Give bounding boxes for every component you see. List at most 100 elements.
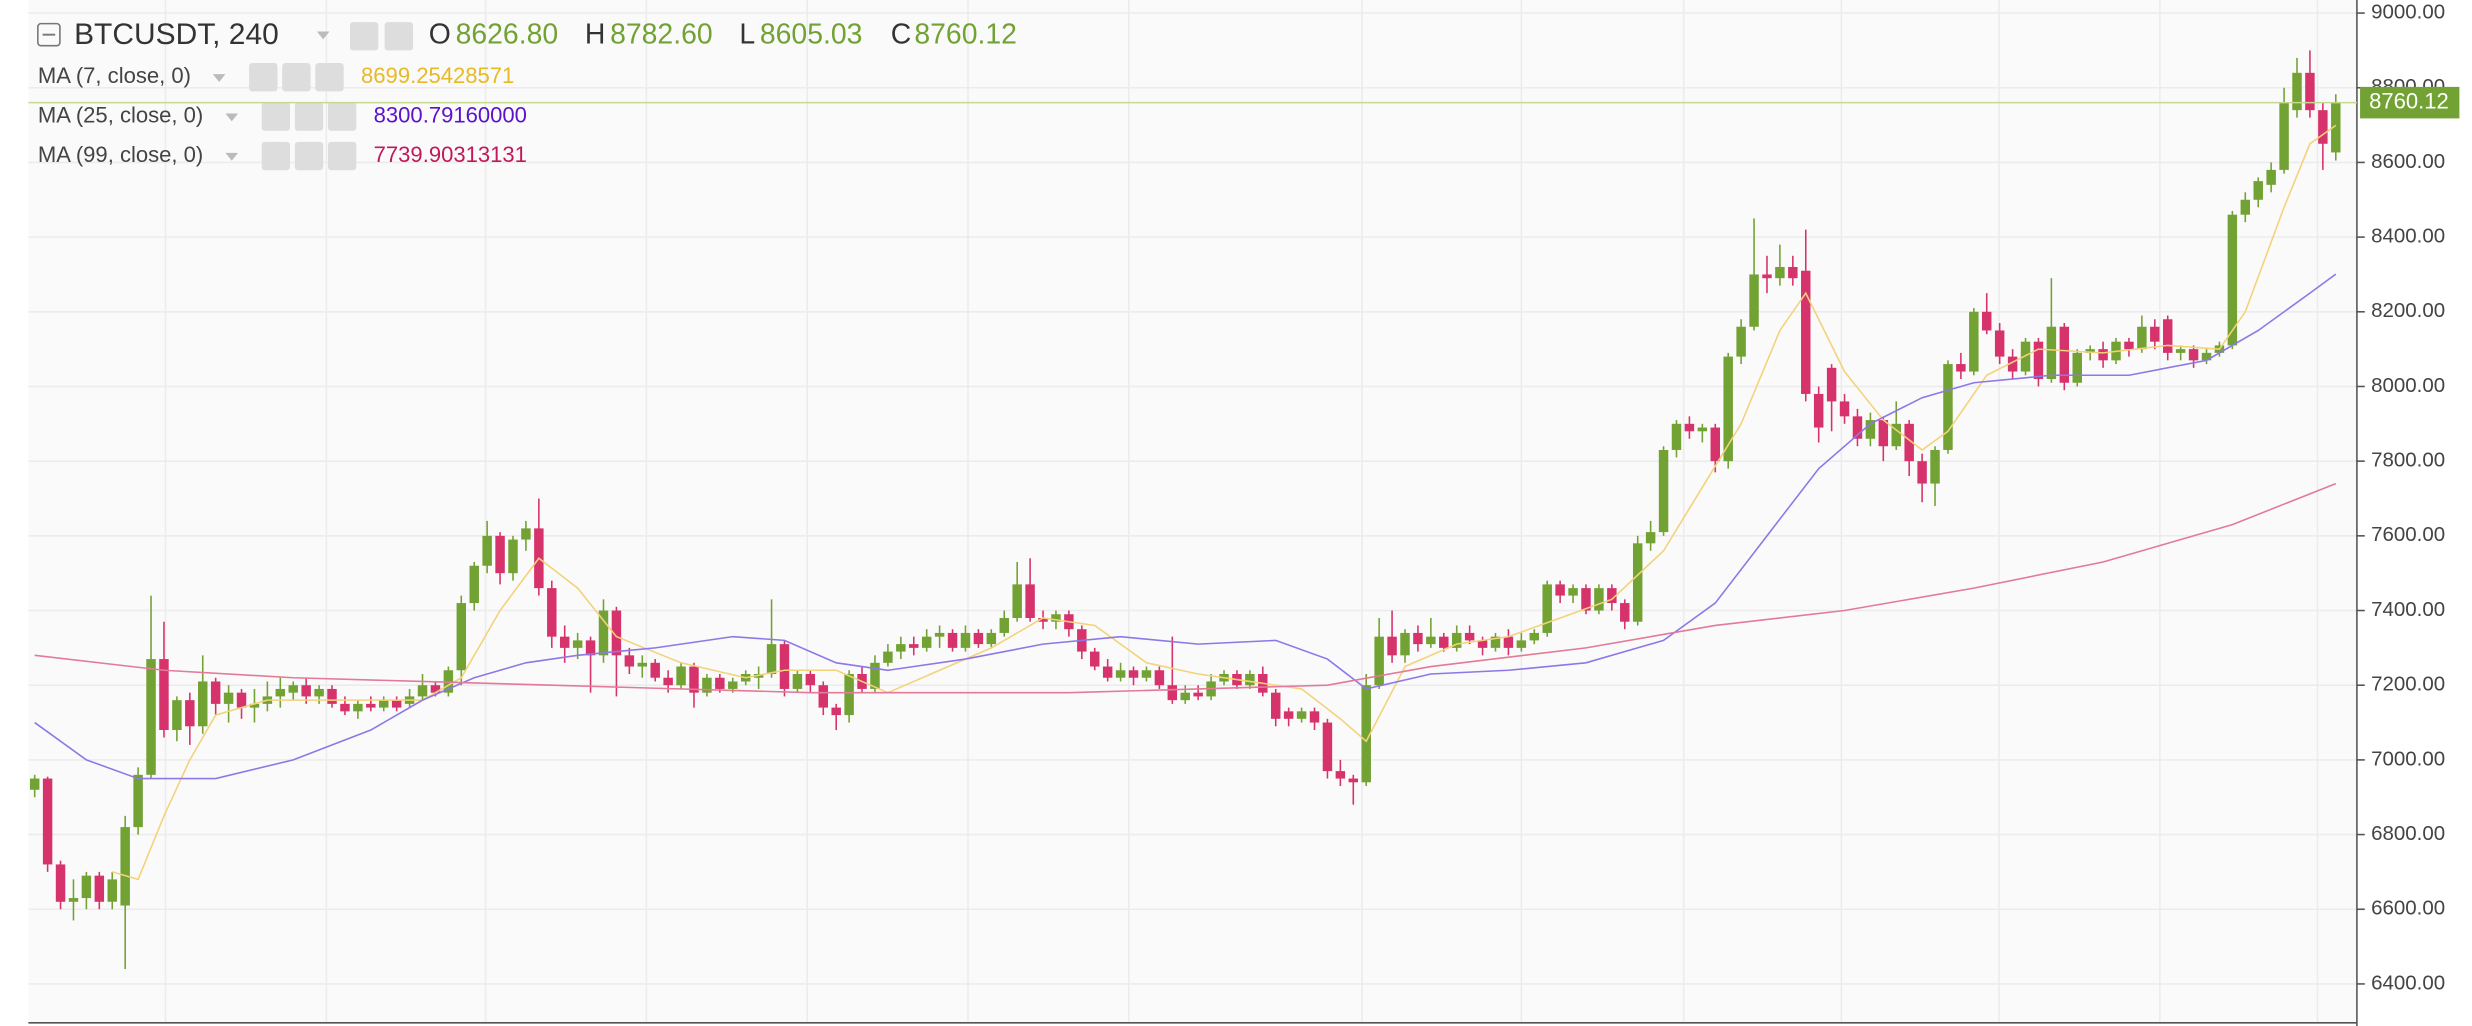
y-tick-label: 7600.00 [2371,523,2445,546]
candle-body [572,640,583,648]
candle-body [1102,666,1113,678]
grid [28,0,2357,1023]
candle-body [1283,711,1294,719]
candle-body [1620,603,1630,622]
candle-body [1607,588,1617,604]
candle-body [120,827,130,906]
y-tick-label: 8000.00 [2371,374,2445,397]
candle-body [728,681,738,689]
candle-body [1904,423,1914,462]
candle-body [960,632,971,648]
candle-body [2240,199,2251,215]
candle-body [1180,692,1190,701]
symbol: BTCUSDT, 240 [74,18,279,51]
legend-menu[interactable] [225,152,239,161]
candle-body [1128,670,1139,678]
candle-body [831,707,841,716]
candle-body [818,685,828,708]
candle-body [133,774,143,828]
candle-body [1762,274,1772,279]
candle-body [1878,420,1889,447]
candle-body [1917,461,1927,484]
candle-body [185,700,195,727]
ohlc-letter: H [585,19,605,51]
candle-body [146,659,156,775]
candle-body [1581,588,1591,611]
candle-body [650,662,660,678]
settings-button[interactable] [282,63,311,92]
candle-body [1477,640,1488,648]
candle-body [1012,584,1022,618]
remove-button[interactable] [327,141,357,171]
candle-body [2201,352,2212,361]
candle-body [1684,423,1695,432]
legend-menu[interactable] [225,113,239,122]
candle-body [1167,685,1178,701]
legend-value: 8300.79160000 [374,102,527,127]
symbol-menu[interactable] [316,31,330,40]
ohlc-letter: C [891,19,911,51]
candle-body [521,528,531,540]
candle-body [495,535,505,574]
candle-body [999,617,1009,633]
candle-body [2137,326,2147,350]
y-tick-label: 7800.00 [2371,449,2445,472]
candle-body [2059,326,2070,383]
candle-body [1516,640,1527,648]
candle-body [314,688,324,697]
legend-menu[interactable] [212,74,226,82]
collapse-button[interactable] [37,22,61,47]
eye-button[interactable] [261,141,291,171]
y-tick-label: 6400.00 [2371,971,2445,994]
candle-body [301,685,311,697]
candle-body [1374,636,1384,686]
candle-body [2085,349,2095,353]
candle-body [288,685,298,693]
y-tick-label: 7200.00 [2371,673,2445,696]
candle-body [637,662,648,667]
ma-line [34,273,2337,780]
eye-button[interactable] [261,102,291,131]
settings-button[interactable] [294,141,324,171]
candle-body [766,644,777,675]
candle-body [702,677,712,693]
legend-name: MA (99, close, 0) [38,142,203,167]
settings-button[interactable] [294,102,324,131]
eye-button[interactable] [249,63,278,92]
candle-body [883,651,893,663]
candle-body [1645,532,1656,544]
candle-body [1025,584,1035,618]
ohlc-value: 8626.80 [456,19,559,51]
candle-body [1852,416,1863,439]
candle-body [430,685,441,693]
candle-body [715,677,725,689]
candle-body [1154,670,1165,686]
candle-body [663,677,673,686]
candle-body [353,703,363,712]
candle-body [1141,670,1152,678]
settings-button[interactable] [384,22,414,51]
last-price-tag [2360,86,2460,119]
candle-body [1956,364,1966,372]
candle-body [1632,543,1643,622]
candle-body [2292,72,2302,111]
candle-body [1775,266,1785,279]
ma-lines [34,124,2337,881]
candle-body [947,632,958,648]
candle-body [1038,617,1048,622]
candle-body [327,688,337,704]
remove-button[interactable] [315,63,344,92]
y-tick-label: 6600.00 [2371,897,2445,920]
candle-body [1542,584,1552,633]
plot-area [28,0,2357,1023]
ohlc-letter: O [429,19,451,51]
remove-button[interactable] [327,102,357,131]
candle-body [1568,588,1578,596]
candle-body [547,588,557,637]
candle-body [611,610,622,656]
candle-body [559,636,570,648]
candle-body [1490,636,1501,648]
eye-button[interactable] [349,22,379,51]
candle-body [1969,311,1979,372]
price-tag: 8760.12 [28,86,2460,119]
